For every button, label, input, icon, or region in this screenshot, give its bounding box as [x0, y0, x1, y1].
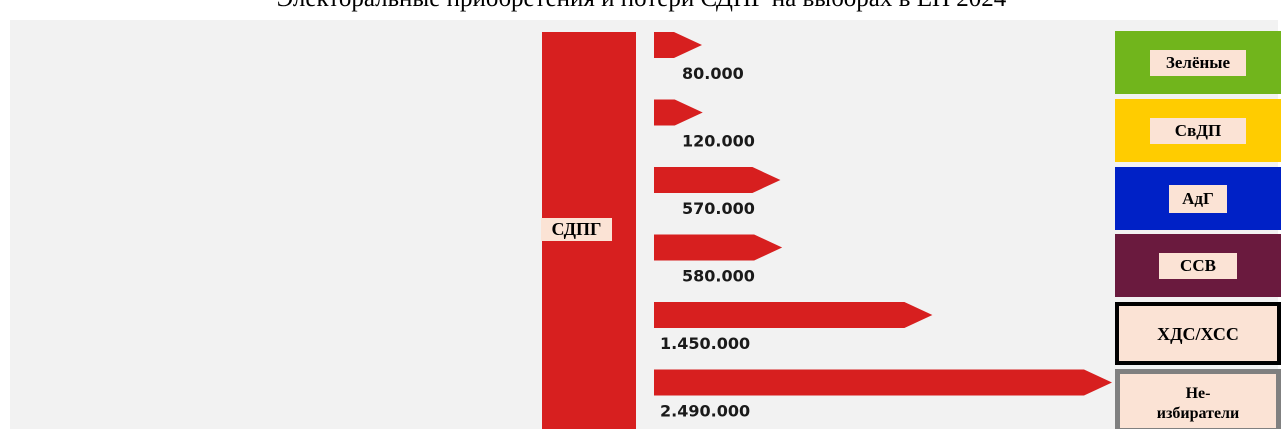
party-box: АдГ [1115, 167, 1281, 230]
flow-arrow [654, 369, 1112, 396]
party-name: Не-избиратели [1128, 384, 1268, 429]
party-name: АдГ [1169, 184, 1227, 213]
value-label: 2.490.000 [660, 402, 750, 421]
party-box: Зелёные [1115, 31, 1281, 94]
flow-arrow [654, 167, 781, 193]
party-box: Не-избиратели [1115, 369, 1281, 429]
flow-arrow [654, 302, 933, 328]
value-label: 1.450.000 [660, 334, 750, 353]
party-box: ССВ [1115, 234, 1281, 297]
chart-title: Электоральные приобретения и потери СДПГ… [0, 0, 1283, 16]
value-label: 570.000 [682, 199, 755, 218]
flow-arrow [654, 99, 703, 126]
party-name-line: избиратели [1156, 405, 1240, 422]
party-name: Зелёные [1150, 49, 1246, 76]
flow-arrow [654, 32, 702, 58]
party-box: ХДС/ХСС [1115, 302, 1281, 365]
party-name: СвДП [1150, 117, 1246, 144]
party-name-line: Не- [1185, 385, 1211, 402]
value-label: 120.000 [682, 132, 755, 151]
value-label: 580.000 [682, 267, 755, 286]
plot-area [10, 20, 1278, 429]
party-name: ХДС/ХСС [1130, 310, 1266, 357]
value-label: 80.000 [682, 64, 744, 83]
party-box: СвДП [1115, 99, 1281, 162]
source-label: СДПГ [541, 218, 612, 241]
flow-arrow [654, 234, 783, 261]
party-name: ССВ [1159, 252, 1237, 279]
